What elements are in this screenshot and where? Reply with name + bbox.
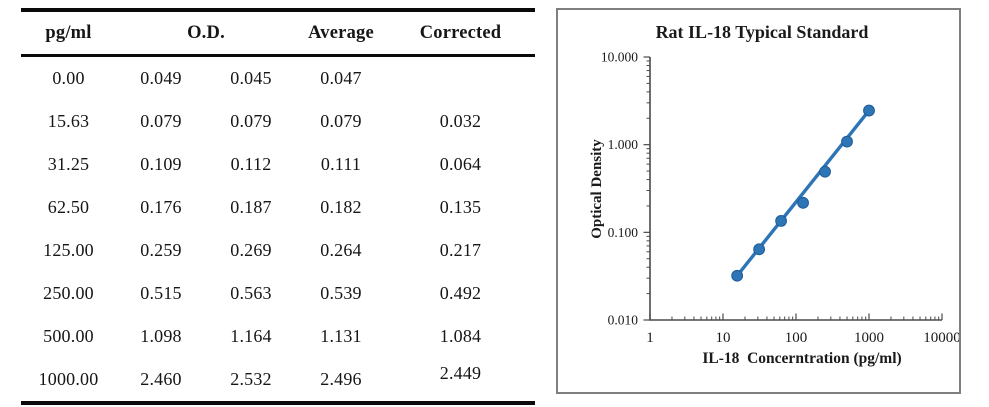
- cell-corr: 0.217: [439, 240, 482, 260]
- cell-corr: 2.449: [439, 363, 482, 383]
- y-tick-label: 0.010: [608, 313, 639, 328]
- table-row: 62.50 0.176 0.187 0.182 0.135: [21, 186, 535, 229]
- cell-pgml: 31.25: [47, 154, 90, 174]
- y-tick-label: 1.000: [608, 137, 639, 152]
- x-tick-label: 100: [785, 330, 808, 346]
- table-row: 31.25 0.109 0.112 0.111 0.064: [21, 143, 535, 186]
- table-row: 250.00 0.515 0.563 0.539 0.492: [21, 272, 535, 315]
- header-corrected: Corrected: [419, 22, 502, 43]
- cell-avg: 1.131: [320, 326, 362, 346]
- cell-pgml: 125.00: [43, 240, 94, 260]
- y-axis-title: Optical Density: [589, 139, 605, 239]
- x-tick-label: 1: [646, 330, 654, 346]
- cell-avg: 0.182: [320, 197, 362, 217]
- cell-pgml: 500.00: [43, 326, 94, 346]
- cell-corr: 0.064: [439, 154, 482, 174]
- y-tick-label: 10.000: [601, 50, 638, 65]
- cell-avg: 0.539: [320, 283, 362, 303]
- header-average: Average: [308, 22, 374, 43]
- cell-od2: 0.269: [230, 240, 272, 260]
- cell-pgml: 15.63: [47, 111, 90, 131]
- table-row: 0.00 0.049 0.045 0.047: [21, 57, 535, 100]
- cell-avg: 0.047: [320, 68, 362, 88]
- cell-avg: 0.079: [320, 111, 362, 131]
- cell-corr: 0.032: [439, 111, 482, 131]
- standard-curve-panel: Rat IL-18 Typical Standard 10.000 1.000 0.1…: [556, 8, 961, 394]
- cell-od2: 1.164: [230, 326, 272, 346]
- cell-pgml: 1000.00: [38, 369, 99, 389]
- data-point: [753, 243, 766, 256]
- data-point: [775, 215, 787, 227]
- cell-pgml: 62.50: [47, 197, 90, 217]
- data-point: [731, 269, 744, 282]
- cell-od1: 0.515: [140, 283, 182, 303]
- y-tick-label: 0.100: [608, 225, 639, 240]
- cell-od1: 0.079: [140, 111, 182, 131]
- cell-od1: 0.176: [140, 197, 182, 217]
- x-tick-label: 10000: [923, 330, 959, 346]
- table-row: 15.63 0.079 0.079 0.079 0.032: [21, 100, 535, 143]
- axis-lines: [649, 57, 942, 321]
- cell-od1: 0.049: [140, 68, 182, 88]
- data-point: [841, 135, 853, 148]
- cell-od2: 0.045: [230, 68, 272, 88]
- cell-pgml: 0.00: [52, 68, 85, 88]
- x-axis-title: IL-18 Concerntration (pg/ml): [702, 350, 901, 367]
- cell-od2: 0.187: [230, 197, 272, 217]
- cell-od1: 2.460: [140, 369, 182, 389]
- cell-avg: 2.496: [320, 369, 362, 389]
- data-point: [819, 165, 831, 178]
- cell-pgml: 250.00: [43, 283, 94, 303]
- chart-title: Rat IL-18 Typical Standard: [656, 22, 869, 42]
- cell-corr: 0.135: [439, 197, 482, 217]
- header-od: O.D.: [187, 22, 225, 43]
- cell-od1: 0.109: [140, 154, 182, 174]
- standard-curve-chart: Rat IL-18 Typical Standard 10.000 1.000 0.1…: [589, 22, 959, 367]
- cell-avg: 0.111: [320, 154, 362, 174]
- x-tick-label: 10: [716, 330, 731, 346]
- table-row: 125.00 0.259 0.269 0.264 0.217: [21, 229, 535, 272]
- standards-table: pg/ml O.D. Average Corrected 0.00 0.049 …: [21, 8, 535, 405]
- cell-od1: 1.098: [140, 326, 182, 346]
- table-row: 500.00 1.098 1.164 1.131 1.084: [21, 315, 535, 358]
- data-point: [797, 196, 809, 209]
- cell-od2: 0.563: [230, 283, 272, 303]
- data-point: [863, 104, 875, 117]
- table-row: 1000.00 2.460 2.532 2.496 2.449: [21, 358, 535, 401]
- cell-od2: 0.112: [230, 154, 272, 174]
- x-tick-label: 1000: [854, 330, 884, 346]
- cell-avg: 0.264: [320, 240, 362, 260]
- header-pgml: pg/ml: [45, 22, 92, 43]
- cell-od1: 0.259: [140, 240, 182, 260]
- cell-od2: 2.532: [230, 369, 272, 389]
- cell-od2: 0.079: [230, 111, 272, 131]
- cell-corr: 1.084: [439, 326, 482, 346]
- table-header-row: pg/ml O.D. Average Corrected: [21, 12, 535, 57]
- cell-corr: 0.492: [439, 283, 482, 303]
